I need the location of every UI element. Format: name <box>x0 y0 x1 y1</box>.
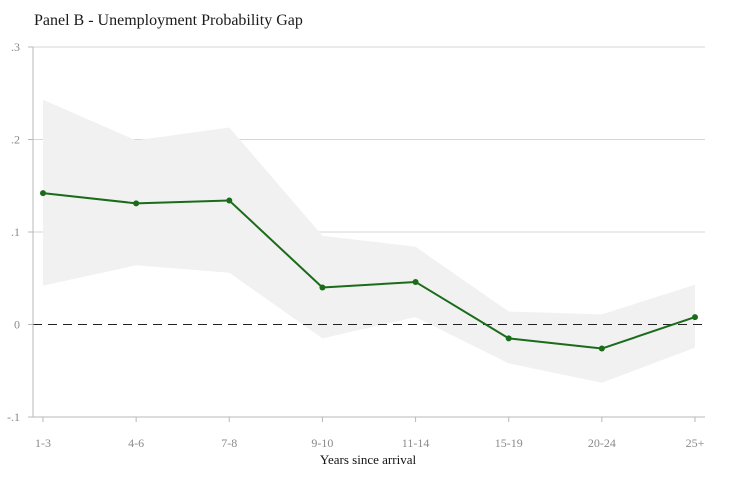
y-tick-label: .2 <box>11 133 20 147</box>
series-line-layer <box>42 192 696 350</box>
x-tick-label: 1-3 <box>35 436 51 450</box>
chart-title: Panel B - Unemployment Probability Gap <box>34 12 303 29</box>
axes <box>28 46 705 422</box>
confidence-band-layer <box>43 99 695 383</box>
data-point <box>598 345 605 352</box>
data-point <box>412 278 419 285</box>
y-tick-label: -.1 <box>7 410 20 424</box>
data-point <box>505 335 512 342</box>
data-point <box>319 284 326 291</box>
y-tick-labels: -.1 0 .1 .2 .3 <box>7 40 20 424</box>
x-tick-label: 11-14 <box>402 436 430 450</box>
series-line <box>42 192 696 350</box>
data-point <box>226 197 233 204</box>
y-tick-label: .1 <box>11 225 20 239</box>
data-point <box>133 200 140 207</box>
x-tick-label: 7-8 <box>221 436 237 450</box>
x-tick-label: 20-24 <box>588 436 616 450</box>
data-point <box>692 314 698 321</box>
confidence-band <box>43 99 695 383</box>
y-tick-label: .3 <box>11 40 20 54</box>
x-axis-title: Years since arrival <box>320 452 417 467</box>
x-tick-label: 9-10 <box>311 436 333 450</box>
y-tick-label: 0 <box>14 318 20 332</box>
x-tick-label: 25+ <box>686 436 705 450</box>
x-tick-label: 15-19 <box>495 436 523 450</box>
data-points <box>40 190 698 352</box>
x-tick-labels: 1-3 4-6 7-8 9-10 11-14 15-19 20-24 25+ <box>35 436 705 450</box>
data-point <box>40 190 46 197</box>
x-tick-label: 4-6 <box>128 436 144 450</box>
